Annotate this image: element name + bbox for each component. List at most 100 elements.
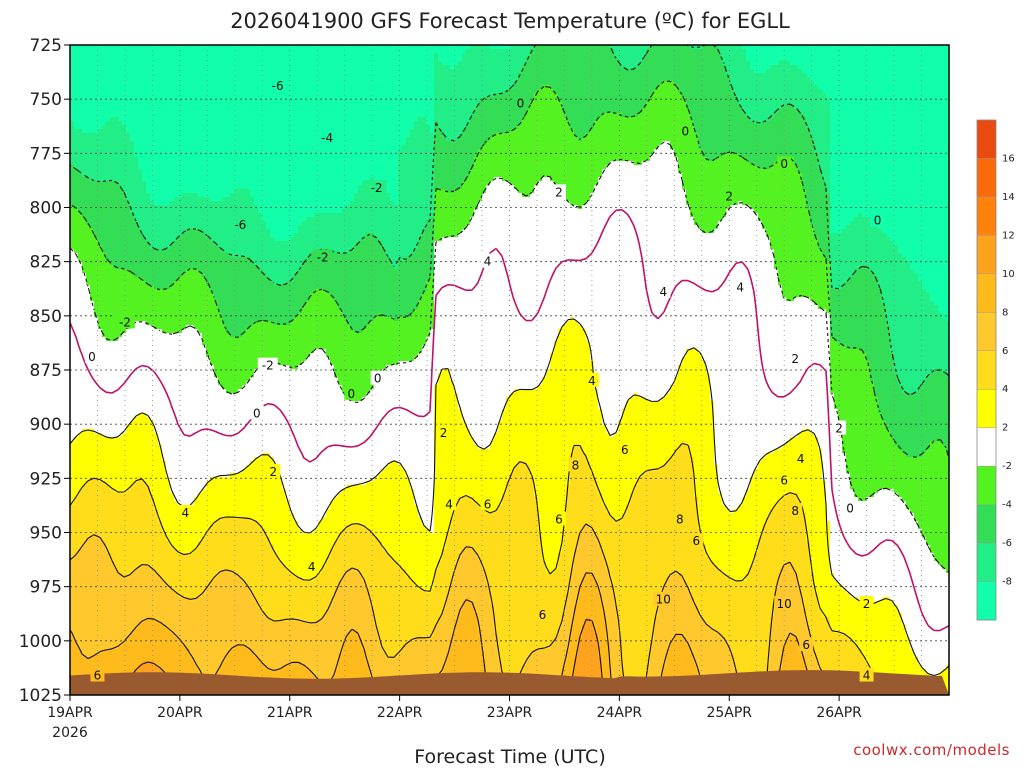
credit-text: coolwx.com/models [853,741,1010,759]
y-tick-label-950: 950 [30,524,62,544]
contour-label-38: 6 [802,638,810,652]
colorbar-label--4: -4 [1002,500,1012,511]
y-tick-label-825: 825 [30,253,62,273]
contour-label-26: 4 [484,255,492,269]
colorbar-swatch-5 [977,312,996,352]
contour-label-24: 4 [308,560,316,574]
colorbar-label-14: 14 [1002,192,1015,203]
contour-label-bg-20 [788,351,803,366]
contour-label-19: 2 [725,190,733,204]
terrain-layer [70,670,949,695]
contour-label-5: -2 [119,315,131,329]
contour-label-bg-43 [653,591,674,606]
contour-label-bg-8 [249,405,264,420]
y-tick-label-725: 725 [30,36,62,56]
contour-label-bg-33 [535,606,550,621]
contour-label-36: 6 [692,534,700,548]
colorbar: 16 14 12 10 8 6 4 2 -2 -4 -6 -8 [976,119,1015,621]
contour-line-0 [70,209,949,632]
contour-label-22: 2 [863,597,871,611]
contour-label-bg-23 [178,505,193,519]
contour-label-bg-9 [344,385,359,400]
y-tick-label-925: 925 [30,469,62,489]
contour-line--6 [70,45,949,396]
contour-label-44: 10 [777,597,792,611]
x-tick-label-23APR: 23APR [487,705,533,721]
temperature-fill-layer [70,45,949,695]
contour-label-bg-19 [722,188,737,203]
contour-label-28: 4 [660,285,668,299]
contour-line--2 [70,141,949,574]
contour-label-18: 2 [555,185,563,199]
colorbar-swatch-2 [977,196,996,236]
contour-label-bg-16 [436,424,451,439]
contour-label-12: 0 [681,125,689,139]
contour-label-15: 0 [846,502,854,516]
colorbar-swatch-9 [977,466,996,505]
colorbar-swatch-4 [977,273,996,313]
contour-label-bg-27 [584,372,599,387]
x-tick-label-21APR: 21APR [267,705,313,721]
contour-label-bg-4 [312,249,333,264]
colorbar-swatch-11 [977,543,996,582]
contour-label-33: 6 [539,608,547,622]
contour-label-bg-31 [859,667,874,682]
contour-label-bg-24 [304,559,319,574]
contour-label-40: 8 [572,458,580,472]
colorbar-frame [976,119,997,621]
colorbar-label--8: -8 [1002,577,1012,588]
colorbar-label-10: 10 [1002,269,1015,280]
colorbar-swatch-3 [977,235,996,275]
contour-label-35: 6 [621,443,629,457]
colorbar-label-16: 16 [1002,153,1015,164]
y-tick-label-750: 750 [30,90,62,110]
terrain-band [70,670,949,695]
y-axis: 725 750 775 800 825 850 875 900 925 950 975 1000 102… [19,36,70,706]
contour-label-bg-7 [84,349,99,363]
contour-label-3: -6 [234,218,246,232]
contour-label-bg-13 [777,156,792,171]
contour-label-7: 0 [88,350,96,364]
x-axis: 19APR 20APR 21APR 22APR 23APR 24APR 25APR 26APR [47,695,862,721]
contour-label-bg-2 [366,180,387,194]
contour-label-bg-42 [788,502,803,517]
contour-label-16: 2 [440,426,448,440]
contour-label-25: 4 [445,497,453,511]
x-tick-label-19APR: 19APR [47,705,93,721]
contour-label-bg-10 [370,370,385,385]
contour-label-bg-38 [799,637,814,652]
contour-label-bg-44 [774,596,795,610]
contour-label-31: 4 [863,669,871,683]
contour-label-6: -2 [262,359,274,373]
contour-label-30: 4 [797,452,805,466]
colorbar-label-4: 4 [1002,384,1008,395]
contour-label-32: 6 [484,497,492,511]
contour-label-bg-34 [551,511,566,526]
colorbar-swatch-0 [977,120,996,159]
contour-label-bg-26 [480,253,495,268]
colorbar-label-8: 8 [1002,307,1008,318]
x-axis-label: Forecast Time (UTC) [414,746,605,768]
colorbar-swatch-1 [977,158,996,198]
contour-label-bg-14 [870,212,885,227]
y-tick-label-775: 775 [30,144,62,164]
y-tick-label-900: 900 [30,415,62,435]
colorbar-label-6: 6 [1002,346,1008,357]
colorbar-label--2: -2 [1002,461,1012,472]
contour-label-bg-22 [859,596,874,610]
contour-label-bg-25 [442,496,457,511]
contour-label-bg-41 [672,511,687,526]
x-tick-label-20APR: 20APR [157,705,203,721]
contour-label-bg-3 [230,216,251,231]
contour-label-bg-39 [90,667,105,682]
contour-label-37: 6 [780,474,788,488]
contour-line--4 [70,80,949,461]
contour-label-13: 0 [780,157,788,171]
contour-label-bg-6 [257,357,278,372]
contour-label-bg-21 [832,420,847,435]
colorbar-label--6: -6 [1002,538,1012,549]
grid-layer [70,45,949,695]
contour-label-27: 4 [588,374,596,388]
